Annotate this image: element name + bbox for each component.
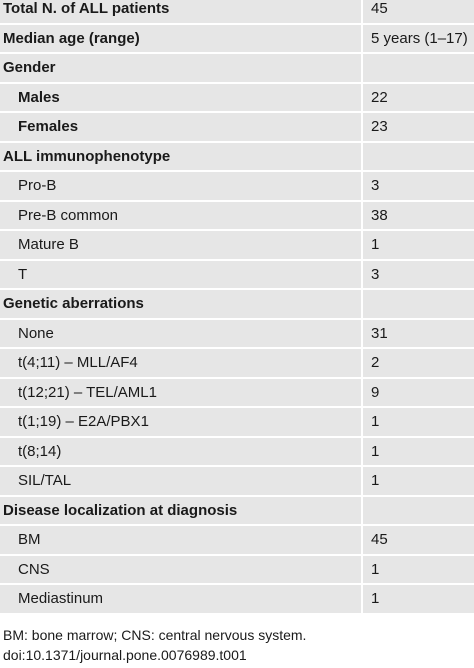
row-value: 1 [362, 584, 474, 615]
footnote: BM: bone marrow; CNS: central nervous sy… [3, 627, 307, 643]
row-label: Median age (range) [0, 23, 363, 54]
table-row: SIL/TAL 1 [0, 466, 474, 497]
row-value [362, 289, 474, 320]
row-value: 3 [362, 171, 474, 202]
footnote: doi:10.1371/journal.pone.0076989.t001 [3, 647, 247, 663]
row-label: Disease localization at diagnosis [0, 495, 363, 526]
row-value: 1 [362, 436, 474, 467]
table-row: Pro-B 3 [0, 171, 474, 202]
row-value: 45 [362, 525, 474, 556]
row-value: 1 [362, 407, 474, 438]
row-value [362, 141, 474, 172]
row-label: Mediastinum [0, 584, 363, 615]
table-row: t(4;11) – MLL/AF4 2 [0, 348, 474, 379]
row-value: 38 [362, 200, 474, 231]
table-row: Pre-B common 38 [0, 200, 474, 231]
row-label: Pre-B common [0, 200, 363, 231]
data-table: Total N. of ALL patients 45 Median age (ra… [0, 0, 474, 615]
row-label: Males [0, 82, 363, 113]
row-label: t(8;14) [0, 436, 363, 467]
row-value: 1 [362, 230, 474, 261]
row-label: Total N. of ALL patients [0, 0, 363, 25]
row-value [362, 495, 474, 526]
table-row: Median age (range) 5 years (1–17) [0, 23, 474, 54]
row-label: BM [0, 525, 363, 556]
row-value: 1 [362, 466, 474, 497]
row-value: 3 [362, 259, 474, 290]
row-label: CNS [0, 554, 363, 585]
table-row: Males 22 [0, 82, 474, 113]
table-row: Females 23 [0, 112, 474, 143]
row-value: 1 [362, 554, 474, 585]
row-label: T [0, 259, 363, 290]
row-label: ALL immunophenotype [0, 141, 363, 172]
row-label: Gender [0, 53, 363, 84]
row-label: Females [0, 112, 363, 143]
row-value [362, 53, 474, 84]
row-value: 22 [362, 82, 474, 113]
table-row: t(1;19) – E2A/PBX1 1 [0, 407, 474, 438]
row-value: 23 [362, 112, 474, 143]
table-row: Disease localization at diagnosis [0, 495, 474, 526]
footnotes: BM: bone marrow; CNS: central nervous sy… [3, 625, 306, 665]
table-row: None 31 [0, 318, 474, 349]
row-label: SIL/TAL [0, 466, 363, 497]
row-label: t(1;19) – E2A/PBX1 [0, 407, 363, 438]
row-label: t(12;21) – TEL/AML1 [0, 377, 363, 408]
row-label: t(4;11) – MLL/AF4 [0, 348, 363, 379]
row-value: 45 [362, 0, 474, 25]
row-label: Genetic aberrations [0, 289, 363, 320]
row-label: Mature B [0, 230, 363, 261]
row-label: None [0, 318, 363, 349]
table-row: BM 45 [0, 525, 474, 556]
table-row: Gender [0, 53, 474, 84]
table-row: t(8;14) 1 [0, 436, 474, 467]
table-row: CNS 1 [0, 554, 474, 585]
row-label: Pro-B [0, 171, 363, 202]
table-row: ALL immunophenotype [0, 141, 474, 172]
row-value: 31 [362, 318, 474, 349]
table-row: Genetic aberrations [0, 289, 474, 320]
row-value: 9 [362, 377, 474, 408]
table-row: Total N. of ALL patients 45 [0, 0, 474, 25]
row-value: 2 [362, 348, 474, 379]
table-row: t(12;21) – TEL/AML1 9 [0, 377, 474, 408]
table-row: Mediastinum 1 [0, 584, 474, 615]
row-value: 5 years (1–17) [362, 23, 474, 54]
